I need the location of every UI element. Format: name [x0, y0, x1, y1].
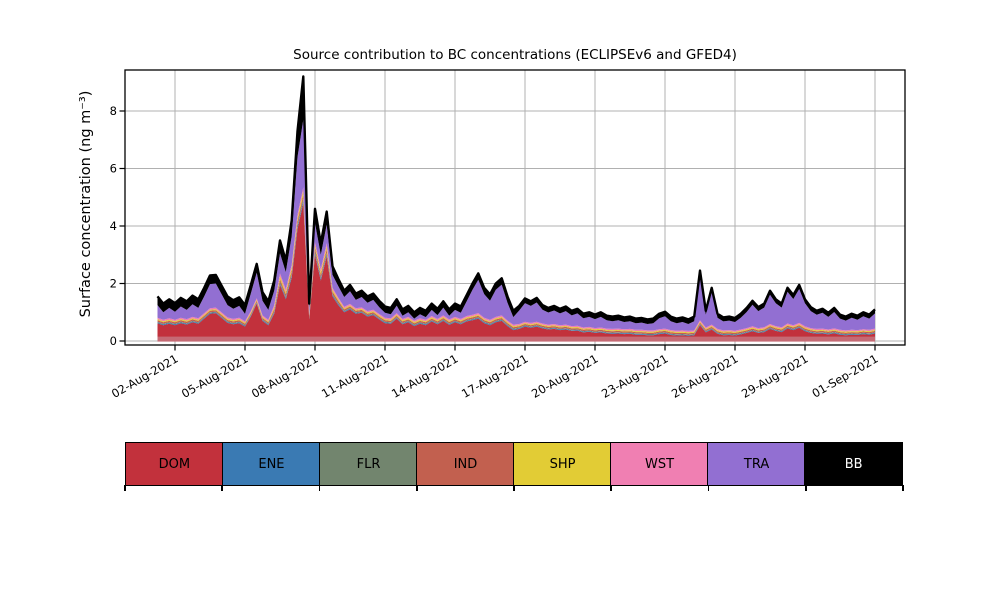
area-DOM	[157, 203, 875, 341]
x-tick-label: 11-Aug-2021	[319, 351, 390, 400]
x-tick-label: 26-Aug-2021	[669, 351, 740, 400]
area-TRA	[157, 119, 875, 331]
legend-label-SHP: SHP	[549, 456, 576, 472]
legend-label-FLR: FLR	[356, 456, 381, 472]
x-tick-label: 01-Sep-2021	[810, 351, 881, 400]
x-tick-label: 17-Aug-2021	[459, 351, 530, 400]
x-tick-label: 29-Aug-2021	[739, 351, 810, 400]
legend-label-BB: BB	[844, 456, 863, 472]
legend-boundary-tick	[513, 485, 515, 491]
x-tick-label: 20-Aug-2021	[529, 351, 600, 400]
legend-boundary-tick	[415, 485, 418, 491]
baseline-band	[157, 336, 875, 342]
y-tick-label: 2	[110, 277, 117, 291]
legend-label-DOM: DOM	[158, 456, 191, 472]
x-tick-label: 23-Aug-2021	[599, 351, 670, 400]
legend-row: DOM ENE FLR IND SHP WST TRA BB	[125, 442, 904, 486]
x-tick-label: 05-Aug-2021	[179, 351, 250, 400]
y-tick-label: 4	[110, 219, 117, 233]
legend-swatch-FLR: FLR	[319, 442, 418, 486]
plot-border	[124, 69, 906, 346]
chart-title: Source contribution to BC concentrations…	[293, 47, 737, 63]
legend-label-IND: IND	[453, 456, 478, 472]
legend-boundary-tick	[804, 485, 807, 491]
legend-boundary-tick	[610, 485, 613, 491]
area-FLR	[157, 198, 875, 335]
x-tick-label: 14-Aug-2021	[389, 351, 460, 400]
legend-swatch-TRA: TRA	[707, 442, 807, 486]
legend-label-WST: WST	[645, 456, 675, 472]
area-ENE	[157, 200, 875, 336]
legend-label-ENE: ENE	[258, 456, 285, 472]
y-tick-label: 8	[110, 104, 117, 118]
area-BB	[157, 76, 875, 324]
legend-swatch-BB: BB	[804, 442, 904, 486]
legend-boundary-tick	[707, 485, 710, 491]
area-WST	[157, 187, 875, 333]
legend-swatch-ENE: ENE	[222, 442, 321, 486]
area-IND	[157, 194, 875, 335]
legend-boundary-tick	[318, 485, 321, 491]
y-tick-label: 0	[110, 334, 117, 348]
y-tick-label: 6	[110, 162, 117, 176]
legend-swatch-SHP: SHP	[513, 442, 612, 486]
legend-swatch-IND: IND	[416, 442, 515, 486]
x-tick-label: 02-Aug-2021	[109, 351, 180, 400]
legend-label-TRA: TRA	[743, 456, 770, 472]
total-line	[156, 75, 876, 321]
legend-swatch-WST: WST	[610, 442, 709, 486]
x-tick-label: 08-Aug-2021	[249, 351, 320, 400]
legend-swatch-DOM: DOM	[125, 442, 224, 486]
legend-boundary-tick	[221, 485, 224, 491]
legend-boundary-tick	[124, 485, 126, 491]
area-SHP	[157, 190, 875, 334]
legend-boundary-tick	[902, 485, 904, 491]
